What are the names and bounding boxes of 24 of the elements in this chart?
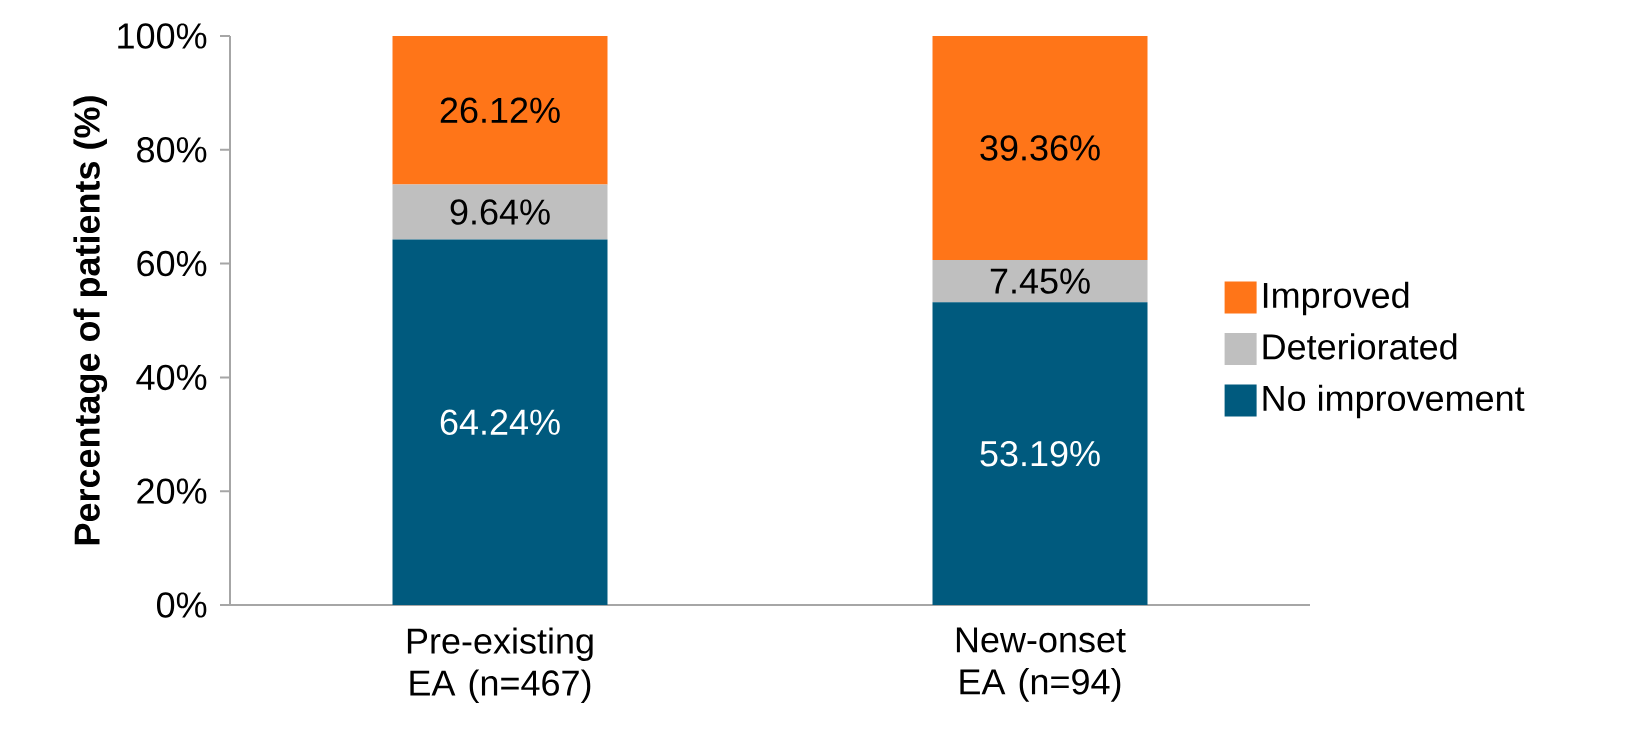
- bar: [932, 259, 1148, 303]
- data-label: 53.19%: [980, 440, 1100, 467]
- y-tick-label: 20%: [137, 478, 207, 504]
- legend-label: Deteriorated: [1263, 333, 1457, 360]
- y-tick-label: 60%: [137, 250, 207, 277]
- y-tick-label: 80%: [137, 137, 207, 163]
- data-label: 64.24%: [440, 409, 560, 435]
- data-label: 26.12%: [440, 97, 560, 124]
- x-tick-label: New-onset EA (n=94): [956, 627, 1126, 702]
- legend-label: No improvement: [1263, 384, 1525, 419]
- legend-label: Improved: [1263, 281, 1409, 316]
- data-label: 39.36%: [980, 135, 1100, 161]
- x-tick-label: Pre-existing EA (n=467): [407, 627, 593, 703]
- y-axis-title: Percentage of patients (%): [73, 96, 108, 545]
- bar: [392, 184, 608, 240]
- y-tick-label: 0%: [156, 592, 207, 618]
- bar: [932, 35, 1148, 260]
- y-tick-label: 40%: [136, 364, 207, 391]
- data-label: 7.45%: [990, 268, 1090, 294]
- bar: [392, 239, 608, 605]
- data-label: 9.64%: [450, 199, 550, 225]
- bar: [392, 35, 608, 185]
- y-tick-label: 100%: [118, 23, 207, 49]
- bar: [932, 302, 1148, 605]
